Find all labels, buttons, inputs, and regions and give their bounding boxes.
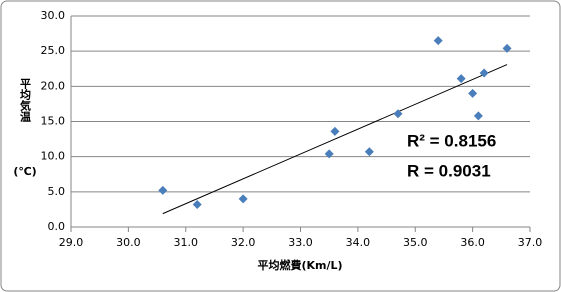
y-tick-label: 5.0 <box>48 185 66 198</box>
x-tick-label: 35.0 <box>403 236 428 249</box>
data-point <box>468 88 478 98</box>
y-tick-label: 25.0 <box>41 44 66 57</box>
y-tick-label: 30.0 <box>41 9 66 22</box>
data-point <box>238 194 248 204</box>
x-tick-label: 31.0 <box>174 236 199 249</box>
y-axis-label: 平均気温 <box>19 78 32 123</box>
data-point <box>456 74 466 84</box>
data-point <box>502 43 512 53</box>
x-tick-label: 29.0 <box>59 236 84 249</box>
data-point <box>364 147 374 157</box>
y-tick-label: 20.0 <box>41 79 66 92</box>
data-point <box>393 109 403 119</box>
data-point <box>158 185 168 195</box>
y-tick-label: 15.0 <box>41 115 66 128</box>
trendline <box>162 64 508 215</box>
x-tick-label: 34.0 <box>346 236 371 249</box>
x-axis-label: 平均燃費(Km/L) <box>257 258 342 272</box>
annotation: R² = 0.8156 <box>407 131 496 150</box>
data-point <box>479 68 489 78</box>
data-point <box>192 199 202 209</box>
data-point <box>330 126 340 136</box>
x-tick-label: 36.0 <box>460 236 485 249</box>
x-tick-label: 37.0 <box>518 236 543 249</box>
data-point <box>324 149 334 159</box>
x-tick-label: 30.0 <box>116 236 141 249</box>
x-tick-label: 32.0 <box>231 236 256 249</box>
data-point <box>433 36 443 46</box>
y-tick-label: 0.0 <box>48 220 66 233</box>
annotation: R = 0.9031 <box>407 161 491 180</box>
y-axis-unit: (℃) <box>13 165 36 178</box>
x-tick-label: 33.0 <box>288 236 313 249</box>
y-tick-label: 10.0 <box>41 150 66 163</box>
data-point <box>473 111 483 121</box>
